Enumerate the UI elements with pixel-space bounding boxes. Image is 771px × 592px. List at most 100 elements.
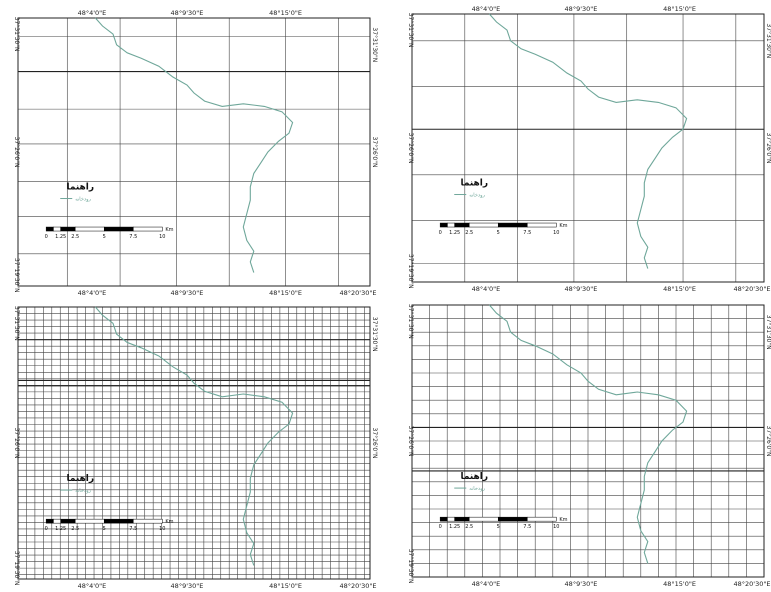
scale-tick-label: 2.5 — [71, 526, 79, 532]
scale-tick-label: 7.5 — [129, 234, 137, 240]
legend-item-label: رودخانه — [469, 193, 485, 199]
scale-tick-label: 1.25 — [55, 234, 66, 240]
river-line — [488, 13, 688, 269]
legend-title: راهنما — [66, 183, 94, 193]
scale-bar-segment — [45, 518, 54, 524]
scale-bar-segment — [74, 518, 105, 524]
scale-tick-label: 0 — [45, 526, 48, 532]
scale-unit-label: Km — [559, 223, 567, 229]
bottom-coordinate-label: 48°20'30"E — [734, 285, 771, 293]
bottom-coordinate-label: 48°9'30"E — [171, 289, 204, 297]
bottom-coordinate-label: 48°15'0"E — [269, 289, 302, 297]
top-coordinate-label: 48°4'0"E — [78, 9, 107, 17]
river-line — [94, 306, 294, 566]
top-coordinate-label: 48°15'0"E — [269, 9, 302, 17]
scale-bar-segment — [527, 222, 557, 228]
scale-unit-label: Km — [165, 519, 173, 525]
map-svg: 48°4'0"E 48°9'30"E 48°15'0"E 48°20'30"E 37°3… — [407, 304, 771, 588]
grid-lines — [18, 18, 370, 286]
scale-tick-label: 7.5 — [523, 524, 531, 530]
top-coordinate-label: 48°9'30"E — [565, 5, 598, 13]
scale-bar-segment — [439, 516, 448, 522]
scale-bar-segment — [468, 222, 499, 228]
bottom-coordinate-label: 48°4'0"E — [472, 580, 501, 588]
right-coordinate-label: 37°31'30"N — [765, 23, 771, 58]
scale-bar-segment — [45, 226, 54, 232]
map-panel: 48°4'0"E 48°9'30"E 48°15'0"E 48°4'0"E 48°9'3… — [8, 6, 380, 298]
left-coordinate-label: 37°19'30"N — [407, 549, 414, 584]
map-svg: 48°4'0"E 48°9'30"E 48°15'0"E 48°4'0"E 48°9'3… — [407, 5, 771, 293]
bottom-coordinate-label: 48°15'0"E — [269, 582, 302, 590]
left-coordinate-label: 37°26'0"N — [13, 137, 20, 168]
left-coordinate-label: 37°31'30"N — [13, 306, 20, 341]
right-coordinate-label: 37°31'30"N — [371, 27, 378, 62]
scale-bar-segment — [447, 222, 455, 228]
scale-tick-label: 0 — [439, 230, 442, 236]
left-coordinate-label: 37°31'30"N — [13, 17, 20, 52]
bottom-coordinate-label: 48°20'30"E — [340, 582, 377, 590]
scale-bar-segment — [74, 226, 105, 232]
scale-tick-label: 0 — [45, 234, 48, 240]
scale-tick-label: 5 — [103, 526, 106, 532]
scale-tick-label: 2.5 — [465, 524, 473, 530]
scale-tick-label: 10 — [553, 230, 559, 236]
left-coordinate-label: 37°19'30"N — [13, 551, 20, 586]
scale-tick-label: 1.25 — [449, 230, 460, 236]
scale-unit-label: Km — [165, 227, 173, 233]
left-coordinate-label: 37°26'0"N — [13, 428, 20, 459]
scale-tick-label: 1.25 — [449, 524, 460, 530]
top-coordinate-label: 48°4'0"E — [472, 5, 501, 13]
grid-lines — [18, 307, 370, 579]
bottom-coordinate-label: 48°9'30"E — [565, 285, 598, 293]
scale-bar-segment — [447, 516, 455, 522]
legend-title: راهنما — [460, 472, 488, 482]
scale-tick-label: 2.5 — [71, 234, 79, 240]
scale-tick-label: 5 — [497, 524, 500, 530]
scale-bar-segment — [454, 516, 470, 522]
scale-tick-label: 5 — [103, 234, 106, 240]
top-coordinate-label: 48°15'0"E — [663, 5, 696, 13]
top-coordinate-label: 48°9'30"E — [171, 9, 204, 17]
scale-bar-segment — [527, 516, 557, 522]
bottom-coordinate-label: 48°9'30"E — [171, 582, 204, 590]
scale-tick-label: 1.25 — [55, 526, 66, 532]
bottom-coordinate-label: 48°20'30"E — [340, 289, 377, 297]
scale-bar-segment — [103, 226, 134, 232]
legend-title: راهنما — [66, 474, 94, 484]
scale-tick-label: 5 — [497, 230, 500, 236]
bottom-coordinate-label: 48°15'0"E — [663, 580, 696, 588]
bottom-coordinate-label: 48°4'0"E — [78, 289, 107, 297]
left-coordinate-label: 37°19'30"N — [407, 254, 414, 289]
map-frame — [17, 17, 371, 287]
bottom-coordinate-label: 48°15'0"E — [663, 285, 696, 293]
map-panel: 48°4'0"E 48°9'30"E 48°15'0"E 48°4'0"E 48°9'3… — [402, 2, 771, 294]
bottom-coordinate-label: 48°9'30"E — [565, 580, 598, 588]
bottom-coordinate-label: 48°4'0"E — [472, 285, 501, 293]
map-panel: 48°4'0"E 48°9'30"E 48°15'0"E 48°20'30"E 37°3… — [402, 293, 771, 589]
right-coordinate-label: 37°31'30"N — [371, 317, 378, 352]
bottom-coordinate-label: 48°4'0"E — [78, 582, 107, 590]
scale-tick-label: 10 — [159, 234, 165, 240]
scale-bar-segment — [60, 226, 76, 232]
left-coordinate-label: 37°26'0"N — [407, 426, 414, 457]
map-frame — [17, 306, 371, 580]
map-frame — [411, 13, 765, 283]
scale-bar-segment — [497, 516, 528, 522]
river-line — [94, 17, 294, 273]
scale-tick-label: 7.5 — [129, 526, 137, 532]
legend-item-label: رودخانه — [75, 488, 91, 494]
scale-bar-segment — [53, 518, 61, 524]
scale-tick-label: 10 — [159, 526, 165, 532]
left-coordinate-label: 37°31'30"N — [407, 304, 414, 339]
grid-lines — [412, 305, 764, 577]
legend-title: راهنما — [460, 179, 488, 189]
scale-bar-segment — [439, 222, 448, 228]
map-frame — [411, 304, 765, 578]
left-coordinate-label: 37°26'0"N — [407, 133, 414, 164]
right-coordinate-label: 37°26'0"N — [371, 428, 378, 459]
scale-bar-segment — [133, 226, 163, 232]
right-coordinate-label: 37°31'30"N — [765, 315, 771, 350]
scale-bar-segment — [133, 518, 163, 524]
bottom-coordinate-label: 48°20'30"E — [734, 580, 771, 588]
scale-bar-segment — [468, 516, 499, 522]
